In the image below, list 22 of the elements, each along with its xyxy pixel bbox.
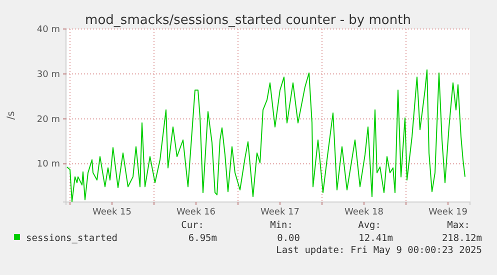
y-tick-label: 30 m [36, 70, 60, 80]
text: Last update: Fri May 9 00:00:23 2025 [276, 245, 482, 256]
legend-label: sessions_started [26, 233, 118, 244]
x-tick-label: Week 16 [176, 207, 216, 218]
x-tick-label: Week 15 [92, 207, 132, 218]
chart-title: mod_smacks/sessions_started counter - by month [85, 13, 411, 28]
text: Min: [270, 220, 293, 231]
x-tick-label: Week 18 [344, 207, 384, 218]
y-axis-title: /s [6, 111, 17, 120]
y-tick-label: 10 m [36, 160, 60, 170]
text: Cur: [181, 220, 204, 231]
text: Avg: [358, 220, 381, 231]
x-tick-label: Week 19 [428, 207, 468, 218]
text: 12.41m [358, 233, 394, 244]
text: 0.00 [277, 233, 300, 244]
text: 6.95m [188, 233, 218, 244]
line-series [66, 69, 466, 202]
text: 218.12m [442, 233, 482, 244]
y-tick-label: 40 m [36, 24, 60, 35]
text: Max: [447, 220, 470, 231]
y-tick-label: 20 m [36, 114, 60, 125]
x-tick-label: Week 17 [260, 207, 300, 218]
